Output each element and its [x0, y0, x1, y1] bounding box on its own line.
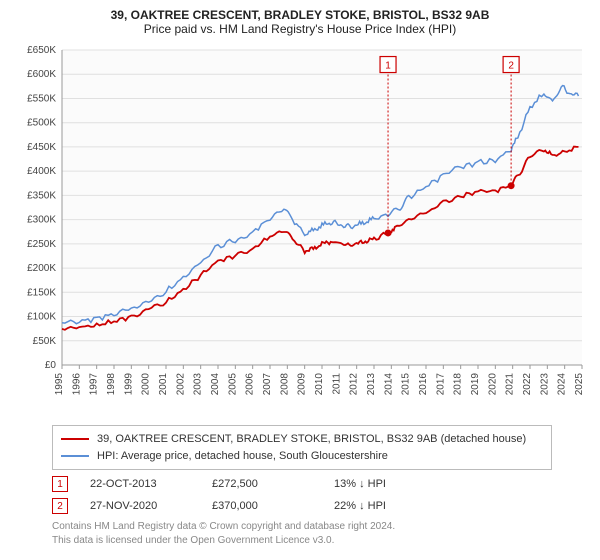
svg-text:2011: 2011: [331, 373, 342, 395]
footer-line1: Contains HM Land Registry data © Crown c…: [52, 520, 588, 534]
svg-text:2005: 2005: [227, 373, 238, 396]
footer-line2: This data is licensed under the Open Gov…: [52, 534, 588, 548]
chart-title: 39, OAKTREE CRESCENT, BRADLEY STOKE, BRI…: [12, 8, 588, 22]
event-delta-1: 13% ↓ HPI: [334, 478, 434, 490]
footer: Contains HM Land Registry data © Crown c…: [52, 520, 588, 548]
legend-row-0: 39, OAKTREE CRESCENT, BRADLEY STOKE, BRI…: [61, 431, 543, 448]
event-delta-2: 22% ↓ HPI: [334, 500, 434, 512]
event-badge-2: 2: [52, 498, 68, 514]
svg-text:2002: 2002: [175, 373, 186, 396]
legend-swatch-1: [61, 455, 89, 457]
chart-container: 39, OAKTREE CRESCENT, BRADLEY STOKE, BRI…: [0, 0, 600, 560]
svg-text:2004: 2004: [210, 373, 221, 396]
svg-text:2009: 2009: [297, 373, 308, 396]
svg-text:2006: 2006: [245, 373, 256, 396]
svg-text:2014: 2014: [383, 373, 394, 396]
svg-text:2019: 2019: [470, 373, 481, 396]
svg-text:£400K: £400K: [27, 166, 56, 177]
svg-text:£0: £0: [45, 360, 57, 371]
event-price-1: £272,500: [212, 478, 312, 490]
svg-text:2010: 2010: [314, 373, 325, 396]
legend-row-1: HPI: Average price, detached house, Sout…: [61, 448, 543, 465]
legend-label-1: HPI: Average price, detached house, Sout…: [97, 448, 388, 465]
svg-text:2020: 2020: [487, 373, 498, 396]
svg-text:2024: 2024: [557, 373, 568, 396]
svg-text:2001: 2001: [158, 373, 169, 396]
event-date-2: 27-NOV-2020: [90, 500, 190, 512]
svg-text:2016: 2016: [418, 373, 429, 396]
svg-text:£600K: £600K: [27, 69, 56, 80]
svg-text:2025: 2025: [574, 373, 585, 396]
svg-text:£150K: £150K: [27, 287, 56, 298]
legend: 39, OAKTREE CRESCENT, BRADLEY STOKE, BRI…: [52, 425, 552, 470]
svg-text:£500K: £500K: [27, 118, 56, 129]
svg-text:2015: 2015: [401, 373, 412, 396]
svg-text:2022: 2022: [522, 373, 533, 396]
svg-text:1995: 1995: [54, 373, 65, 396]
svg-text:2023: 2023: [539, 373, 550, 396]
legend-label-0: 39, OAKTREE CRESCENT, BRADLEY STOKE, BRI…: [97, 431, 526, 448]
event-price-2: £370,000: [212, 500, 312, 512]
svg-text:1996: 1996: [71, 373, 82, 396]
svg-text:£650K: £650K: [27, 45, 56, 56]
svg-text:2008: 2008: [279, 373, 290, 396]
svg-text:£550K: £550K: [27, 93, 56, 104]
events-table: 1 22-OCT-2013 £272,500 13% ↓ HPI 2 27-NOV-202…: [52, 476, 588, 514]
chart-svg: £0 £50K £100K £150K £200K £250K £300K £350K £400…: [12, 40, 588, 420]
svg-text:1: 1: [385, 61, 391, 72]
event-date-1: 22-OCT-2013: [90, 478, 190, 490]
svg-text:2012: 2012: [349, 373, 360, 396]
svg-text:£200K: £200K: [27, 263, 56, 274]
event-badge-1: 1: [52, 476, 68, 492]
svg-text:1998: 1998: [106, 373, 117, 396]
svg-text:2013: 2013: [366, 373, 377, 396]
marker-dot-2: [508, 182, 515, 189]
svg-text:£350K: £350K: [27, 190, 56, 201]
svg-text:2: 2: [508, 61, 514, 72]
svg-text:£450K: £450K: [27, 142, 56, 153]
svg-text:£250K: £250K: [27, 239, 56, 250]
svg-text:£100K: £100K: [27, 312, 56, 323]
svg-text:1999: 1999: [123, 373, 134, 396]
event-row-1: 1 22-OCT-2013 £272,500 13% ↓ HPI: [52, 476, 588, 492]
svg-text:2021: 2021: [505, 373, 516, 396]
svg-text:2007: 2007: [262, 373, 273, 396]
svg-text:£300K: £300K: [27, 215, 56, 226]
svg-text:1997: 1997: [89, 373, 100, 396]
marker-dot-1: [385, 229, 392, 236]
svg-text:2017: 2017: [435, 373, 446, 396]
svg-text:2000: 2000: [141, 373, 152, 396]
svg-text:2003: 2003: [193, 373, 204, 396]
chart-subtitle: Price paid vs. HM Land Registry's House …: [12, 22, 588, 36]
svg-text:£50K: £50K: [33, 336, 57, 347]
svg-text:2018: 2018: [453, 373, 464, 396]
event-row-2: 2 27-NOV-2020 £370,000 22% ↓ HPI: [52, 498, 588, 514]
chart-plot-area: £0 £50K £100K £150K £200K £250K £300K £350K £400…: [12, 40, 588, 420]
legend-swatch-0: [61, 438, 89, 440]
